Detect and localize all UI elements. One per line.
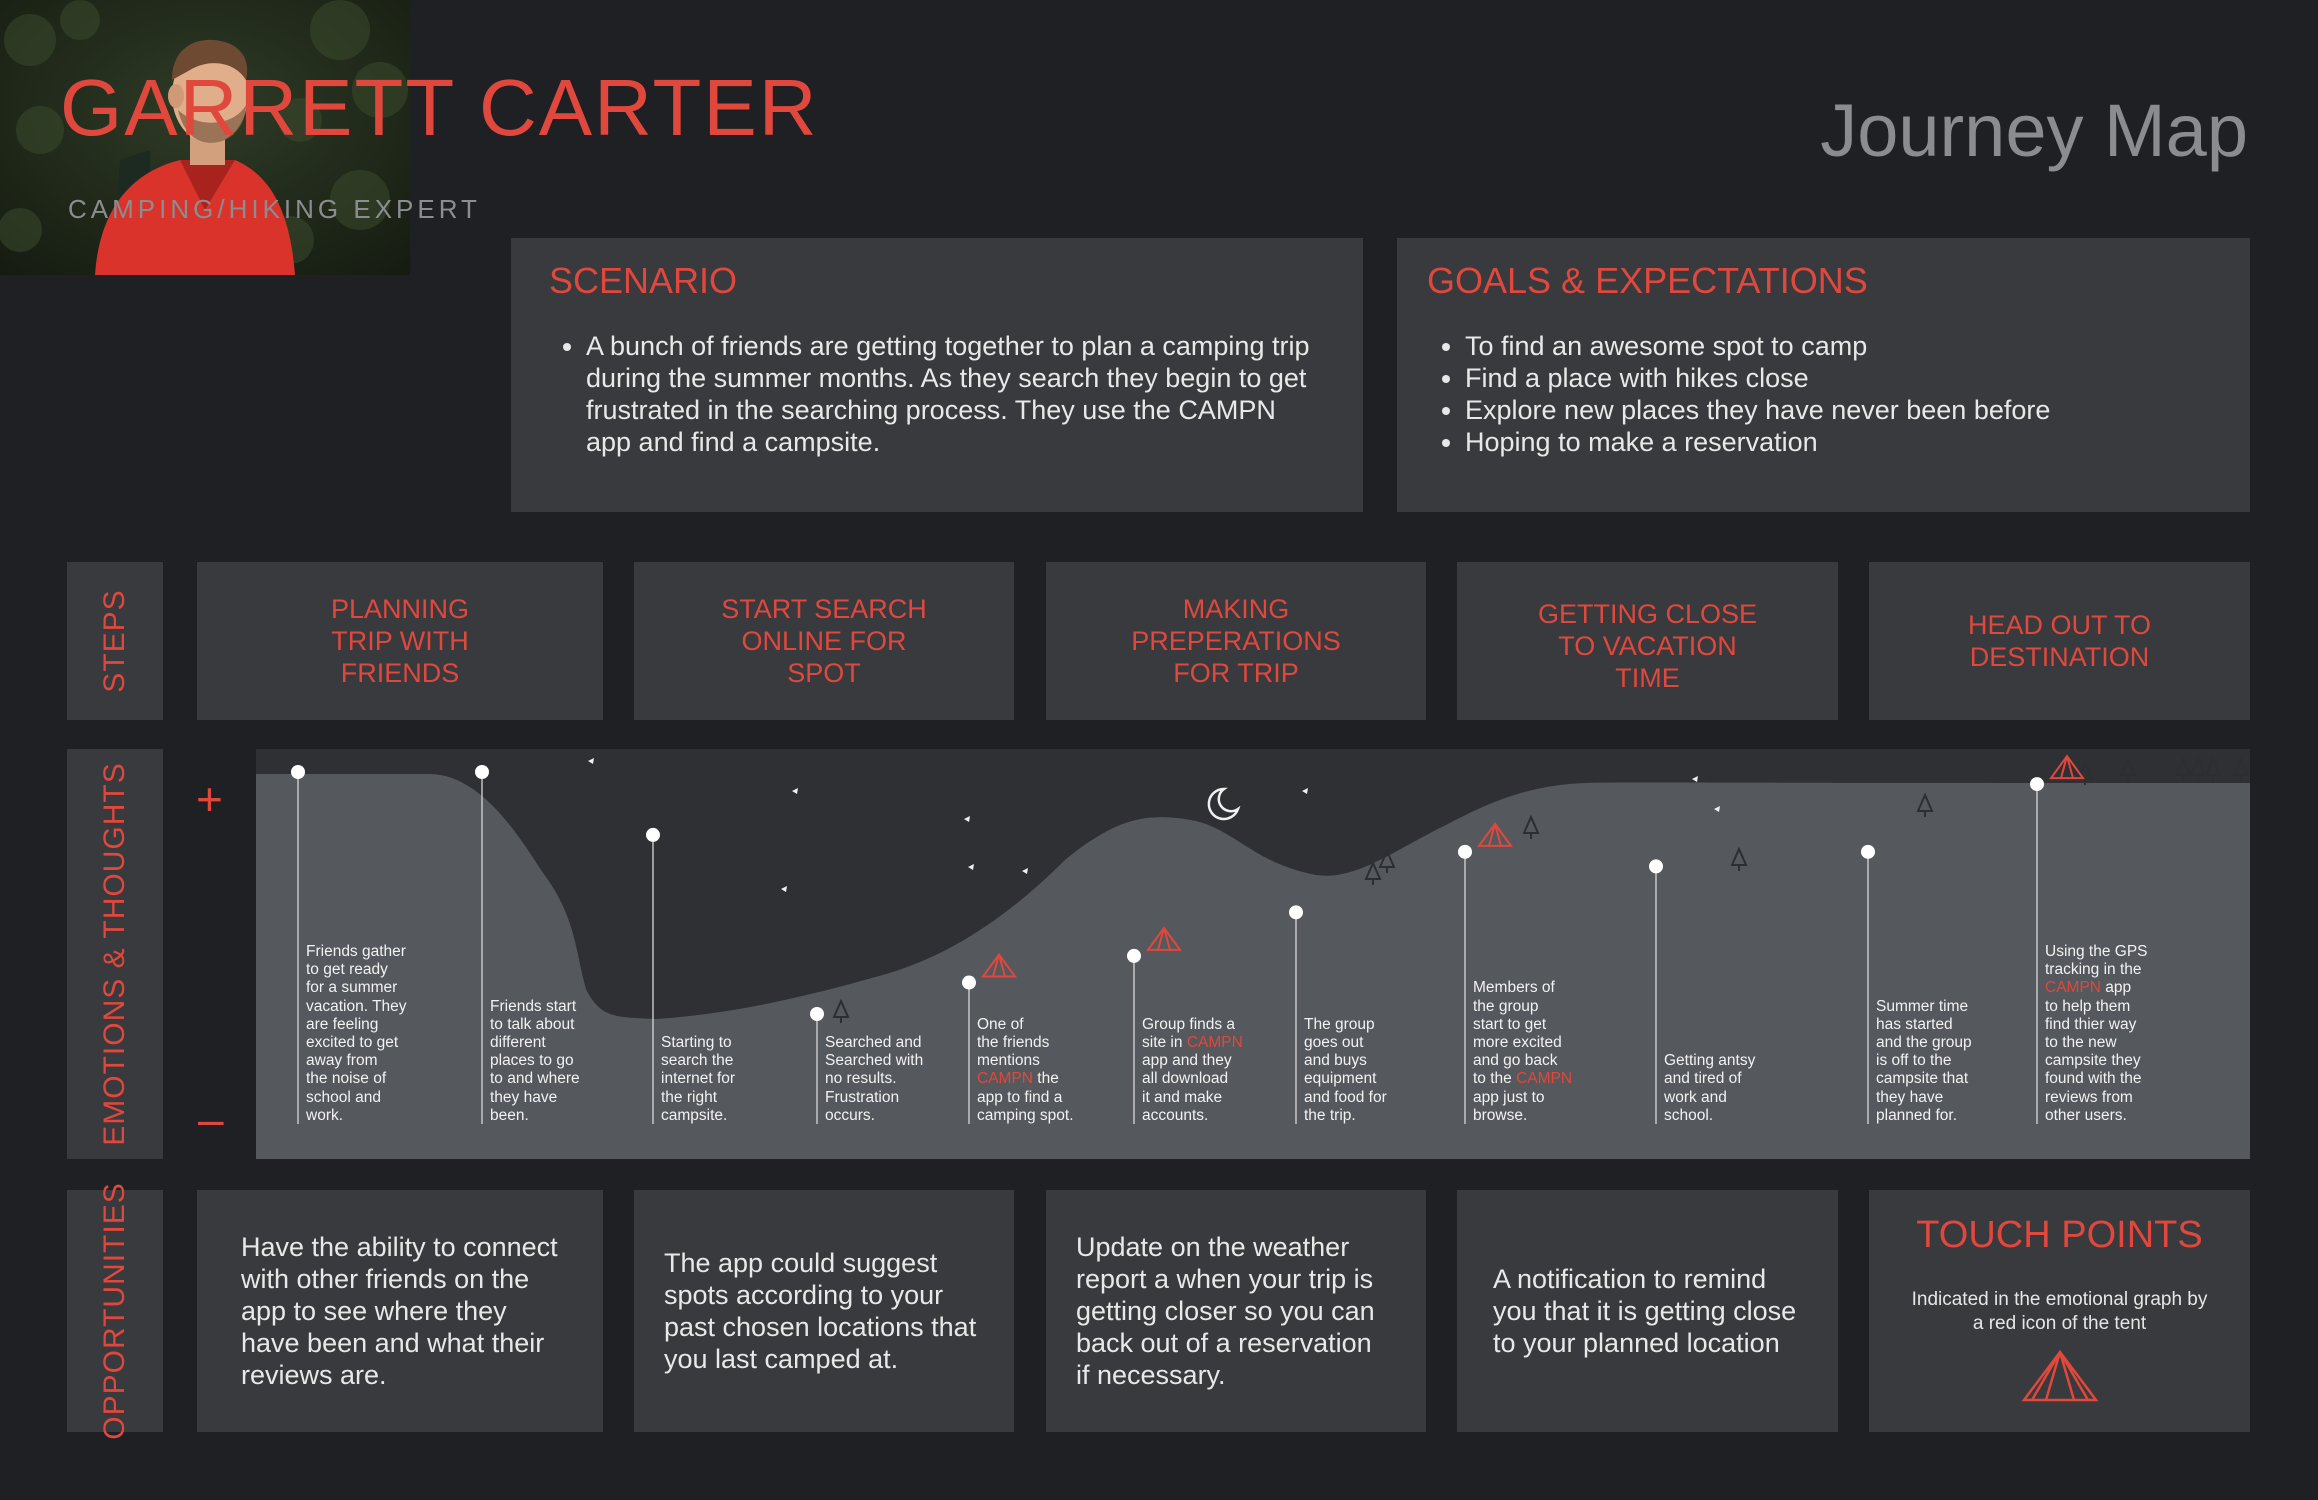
opportunity-suggest-spots: The app could suggest spots according to… — [634, 1190, 1014, 1432]
touch-points-panel: TOUCH POINTS Indicated in the emotional … — [1869, 1190, 2250, 1432]
emotion-point — [1861, 844, 1875, 859]
emotion-note: Starting to search the internet for the rig… — [661, 1034, 736, 1124]
emotion-point — [1127, 948, 1141, 963]
tent-icon — [2049, 754, 2085, 780]
step-vacation-time: GETTING CLOSE TO VACATION TIME — [1457, 562, 1838, 720]
tent-icon — [1477, 822, 1513, 847]
emotion-point — [646, 827, 660, 842]
goals-bullet: To find an awesome spot to camp — [1465, 330, 2210, 362]
opportunities-row-label: OPPORTUNITIES — [67, 1182, 163, 1440]
emotion-point — [2030, 777, 2044, 792]
emotion-point — [810, 1007, 824, 1021]
negative-sign: – — [198, 1093, 224, 1145]
emotion-note: The group goes out and buys equipment and fo… — [1304, 1015, 1387, 1124]
emotions-row-label: EMOTIONS & THOUGHTS — [67, 749, 163, 1159]
emotion-note: Friends gather to get ready for a summer va… — [306, 943, 407, 1124]
positive-sign: + — [196, 773, 223, 825]
goals-bullets: To find an awesome spot to camp Find a p… — [1435, 330, 2210, 458]
tree-icon — [832, 756, 2250, 1023]
touch-points-description: Indicated in the emotional graph by a re… — [1911, 1289, 2208, 1334]
tent-icon — [1146, 926, 1182, 951]
emotion-note: Using the GPS tracking in the CAMPN app to … — [2045, 943, 2148, 1124]
emotion-point — [1458, 844, 1472, 859]
step-destination: HEAD OUT TO DESTINATION — [1869, 562, 2250, 720]
emotion-point — [1649, 859, 1663, 874]
tent-icon — [2021, 1349, 2099, 1402]
step-planning: PLANNING TRIP WITH FRIENDS — [197, 562, 603, 720]
emotion-point — [291, 765, 305, 779]
opportunity-connect-friends: Have the ability to connect with other f… — [197, 1190, 603, 1432]
scenario-bullet: A bunch of friends are getting together … — [586, 330, 1323, 458]
emotion-note: Summer time has started and the group is of… — [1876, 997, 1972, 1124]
goals-bullet: Hoping to make a reservation — [1465, 426, 2210, 458]
emotion-note: One of the friends mentions CAMPN the app to… — [977, 1015, 1074, 1124]
moon-icon — [1207, 787, 1241, 821]
opportunity-notification: A notification to remind you that it is … — [1457, 1190, 1838, 1432]
goals-bullet: Find a place with hikes close — [1465, 362, 2210, 394]
scenario-title: SCENARIO — [549, 260, 738, 301]
tent-icon — [981, 952, 1017, 978]
opportunity-weather-update: Update on the weather report a when your… — [1046, 1190, 1426, 1432]
emotion-note: Getting antsy and tired of work and school. — [1664, 1052, 1756, 1124]
emotion-point — [1289, 905, 1303, 920]
goals-bullet: Explore new places they have never been … — [1465, 394, 2210, 426]
step-preparations: MAKING PREPERATIONS FOR TRIP — [1046, 562, 1426, 720]
emotion-point — [962, 975, 976, 990]
emotion-point — [475, 765, 489, 779]
emotion-note: Searched and Searched with no results. Frus… — [825, 1034, 924, 1124]
steps-row-label: STEPS — [67, 562, 163, 720]
persona-name: GARRETT CARTER — [60, 63, 819, 152]
star-icon — [588, 758, 1720, 892]
step-search: START SEARCH ONLINE FOR SPOT — [634, 562, 1014, 720]
emotion-note: Friends start to talk about different place… — [490, 997, 580, 1124]
scenario-panel: SCENARIO A bunch of friends are getting … — [511, 238, 1363, 512]
emotion-note: Group finds a site in CAMPN app and they al… — [1142, 1015, 1243, 1124]
emotion-note: Members of the group start to get more exci… — [1473, 979, 1573, 1124]
emotion-hill — [256, 774, 2250, 1159]
scenario-bullets: A bunch of friends are getting together … — [556, 330, 1323, 458]
page-title: Journey Map — [1820, 89, 2248, 172]
goals-title: GOALS & EXPECTATIONS — [1427, 260, 1868, 301]
touch-points-title: TOUCH POINTS — [1916, 1214, 2203, 1256]
persona-subtitle: CAMPING/HIKING EXPERT — [68, 194, 481, 224]
emotion-graph: Friends gather to get ready for a summer va… — [256, 749, 2250, 1159]
goals-panel: GOALS & EXPECTATIONS To find an awesome … — [1397, 238, 2250, 512]
portrait-photo — [0, 0, 410, 275]
